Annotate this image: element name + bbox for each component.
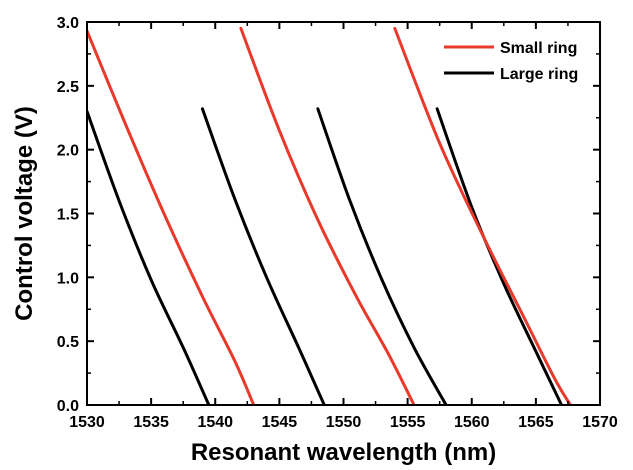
- x-tick-label: 1555: [390, 414, 426, 431]
- y-tick-label: 1.5: [57, 207, 79, 224]
- small-ring-curve: [393, 26, 572, 405]
- x-tick-label: 1540: [197, 414, 233, 431]
- x-axis-label: Resonant wavelength (nm): [191, 439, 496, 466]
- x-tick-label: 1550: [326, 414, 362, 431]
- y-tick-label: 2.5: [57, 79, 79, 96]
- x-tick-label: 1570: [582, 414, 618, 431]
- legend-label-large-ring: Large ring: [500, 66, 578, 83]
- x-tick-label: 1535: [133, 414, 169, 431]
- small-ring-curve: [239, 26, 416, 405]
- y-tick-label: 3.0: [57, 15, 79, 32]
- x-tick-label: 1565: [518, 414, 554, 431]
- y-axis-label: Control voltage (V): [11, 106, 38, 321]
- small-ring-curve: [87, 29, 256, 405]
- legend: Small ring Large ring: [444, 40, 578, 83]
- x-tick-label: 1560: [454, 414, 490, 431]
- large-ring-curve: [316, 107, 448, 405]
- y-tick-label: 1.0: [57, 270, 79, 287]
- ticks-layer: 1530 1535 1540 1545 1550 1555 1560 1565 1570 0.0 0…: [57, 15, 618, 431]
- series-layer: [87, 26, 572, 405]
- legend-label-small-ring: Small ring: [500, 40, 577, 57]
- large-ring-curve: [435, 107, 564, 405]
- x-tick-label: 1545: [262, 414, 298, 431]
- large-ring-curve: [87, 109, 211, 405]
- y-tick-label: 2.0: [57, 143, 79, 160]
- y-tick-label: 0.0: [57, 398, 79, 415]
- large-ring-curve: [200, 107, 326, 405]
- y-tick-label: 0.5: [57, 334, 79, 351]
- x-tick-label: 1530: [69, 414, 105, 431]
